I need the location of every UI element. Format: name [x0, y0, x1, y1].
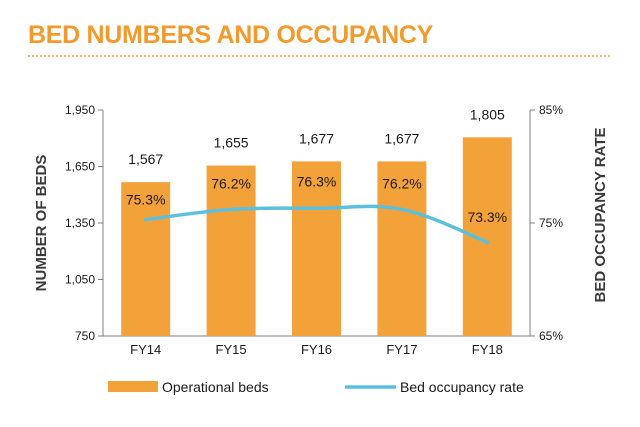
bar-value-label: 1,677 — [299, 130, 334, 146]
legend-line-label: Bed occupancy rate — [400, 379, 524, 395]
bar-fy17 — [377, 161, 427, 336]
x-tick-label: FY18 — [472, 342, 503, 357]
left-tick-label: 750 — [75, 329, 95, 343]
right-axis-title: BED OCCUPANCY RATE — [592, 127, 609, 302]
occupancy-value-label: 76.2% — [211, 175, 251, 191]
bar-fy14 — [121, 182, 171, 336]
right-tick-label: 75% — [539, 216, 563, 230]
occupancy-value-label: 75.3% — [126, 192, 166, 208]
occupancy-value-label: 76.2% — [382, 175, 422, 191]
x-tick-label: FY17 — [386, 342, 417, 357]
bar-fy16 — [292, 161, 341, 336]
x-tick-label: FY16 — [301, 342, 332, 357]
bar-fy18 — [462, 137, 512, 336]
x-tick-label: FY15 — [216, 342, 247, 357]
bar-value-label: 1,805 — [470, 106, 505, 122]
left-axis-title: NUMBER OF BEDS — [33, 155, 50, 292]
occupancy-value-label: 73.3% — [467, 209, 507, 225]
occupancy-line — [143, 204, 490, 244]
page-title: BED NUMBERS AND OCCUPANCY — [28, 21, 434, 49]
bar-fy15 — [206, 165, 256, 336]
right-tick-label: 85% — [539, 103, 563, 117]
left-tick-label: 1,650 — [65, 160, 95, 174]
occupancy-value-label: 76.3% — [297, 173, 337, 189]
legend: Operational beds Bed occupancy rate — [108, 379, 524, 395]
bar-value-label: 1,655 — [214, 135, 249, 151]
title-divider — [28, 55, 610, 57]
legend-bar-swatch — [108, 381, 158, 392]
bar-value-label: 1,677 — [384, 130, 419, 146]
left-tick-label: 1,050 — [65, 273, 95, 287]
left-tick-label: 1,950 — [65, 103, 95, 117]
left-tick-label: 1,350 — [65, 216, 95, 230]
legend-bar-label: Operational beds — [162, 379, 269, 395]
right-tick-label: 65% — [539, 329, 563, 343]
x-tick-label: FY14 — [130, 342, 161, 357]
bar-value-label: 1,567 — [128, 151, 163, 167]
